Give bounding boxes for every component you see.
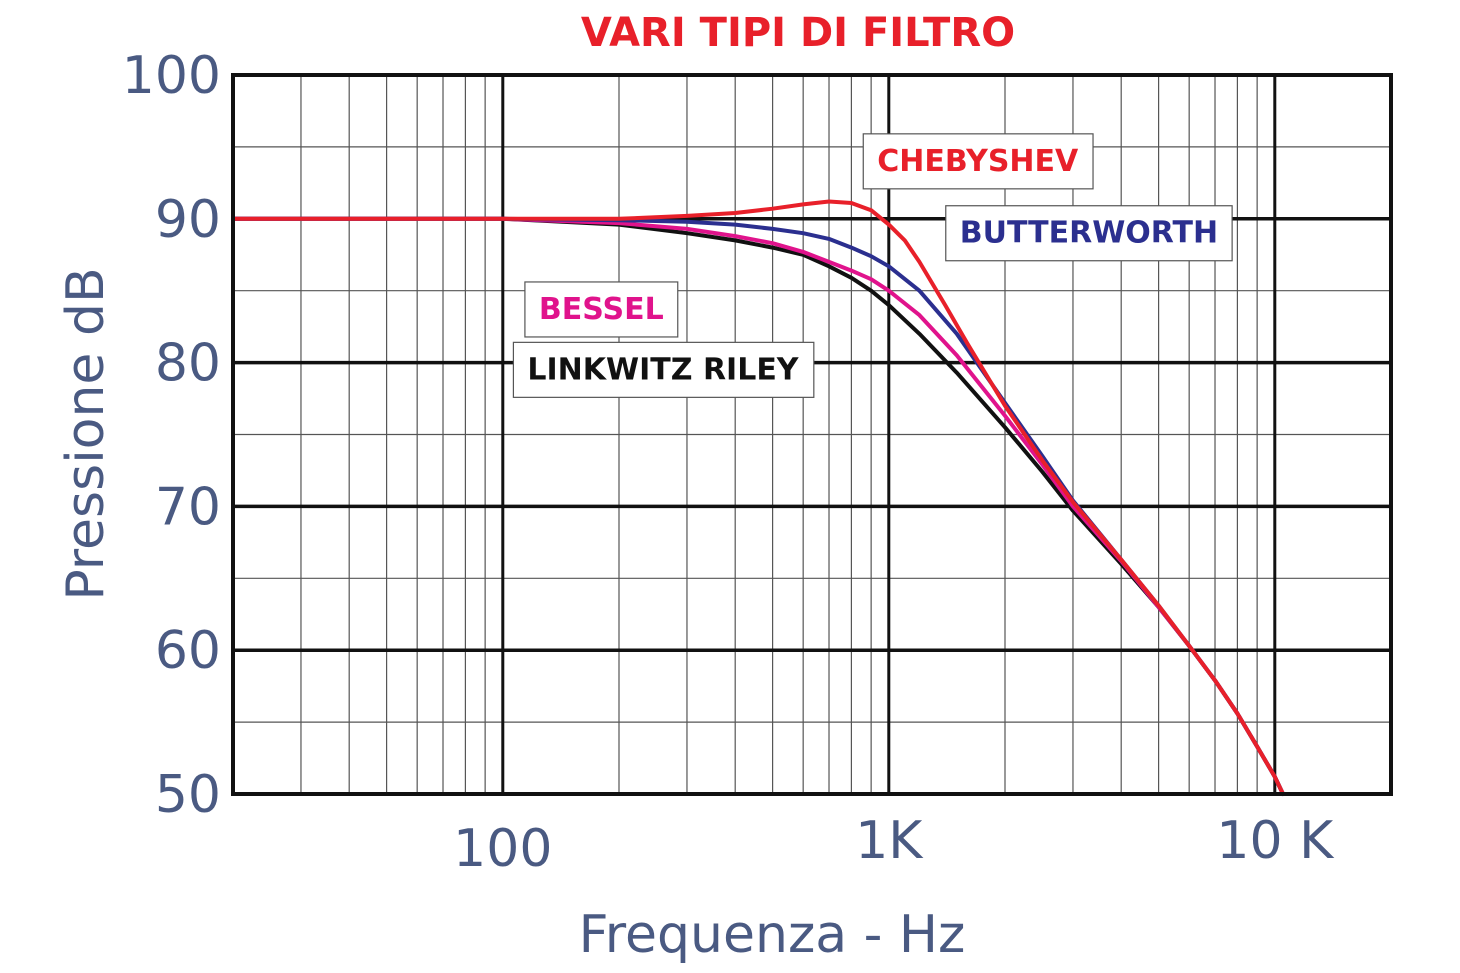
y-tick-label: 50 [155, 765, 221, 825]
series-layer [231, 199, 1366, 796]
plot-frame [231, 73, 1393, 796]
label-text: BUTTERWORTH [960, 216, 1218, 251]
label-box [524, 281, 679, 338]
y-tick-label: 60 [155, 621, 221, 681]
label-text: BESSEL [539, 292, 664, 327]
series-label-chebyshev: CHEBYSHEV [862, 133, 1094, 190]
label-text: LINKWITZ RILEY [527, 352, 799, 387]
label-box [512, 341, 815, 398]
series-label-butterworth: BUTTERWORTH [945, 205, 1233, 262]
y-tick-label: 90 [155, 190, 221, 250]
x-axis-title: Frequenza - Hz [579, 905, 966, 965]
series-line-chebyshev [231, 199, 1366, 796]
label-box [945, 205, 1233, 262]
x-tick-label: 100 [453, 819, 552, 879]
y-tick-label: 80 [155, 334, 221, 394]
series-label-bessel: BESSEL [524, 281, 679, 338]
y-tick-label: 100 [122, 46, 221, 106]
series-label-linkwitz-riley: LINKWITZ RILEY [512, 341, 815, 398]
series-labels: CHEBYSHEV BUTTERWORTH BESSEL LINKWITZ RILEY [512, 133, 1233, 398]
label-box [862, 133, 1094, 190]
y-axis-title: Pressione dB [56, 267, 116, 600]
x-tick-label: 1K [855, 811, 924, 871]
minor-grid [233, 75, 1391, 794]
x-tick-labels: 100 1K 10 K [453, 811, 1335, 879]
y-tick-label: 70 [155, 477, 221, 537]
y-tick-labels: 50 60 70 80 90 100 [122, 46, 221, 825]
x-tick-label: 10 K [1216, 811, 1335, 871]
label-text: CHEBYSHEV [877, 144, 1079, 179]
chart-title: VARI TIPI DI FILTRO [581, 10, 1015, 56]
